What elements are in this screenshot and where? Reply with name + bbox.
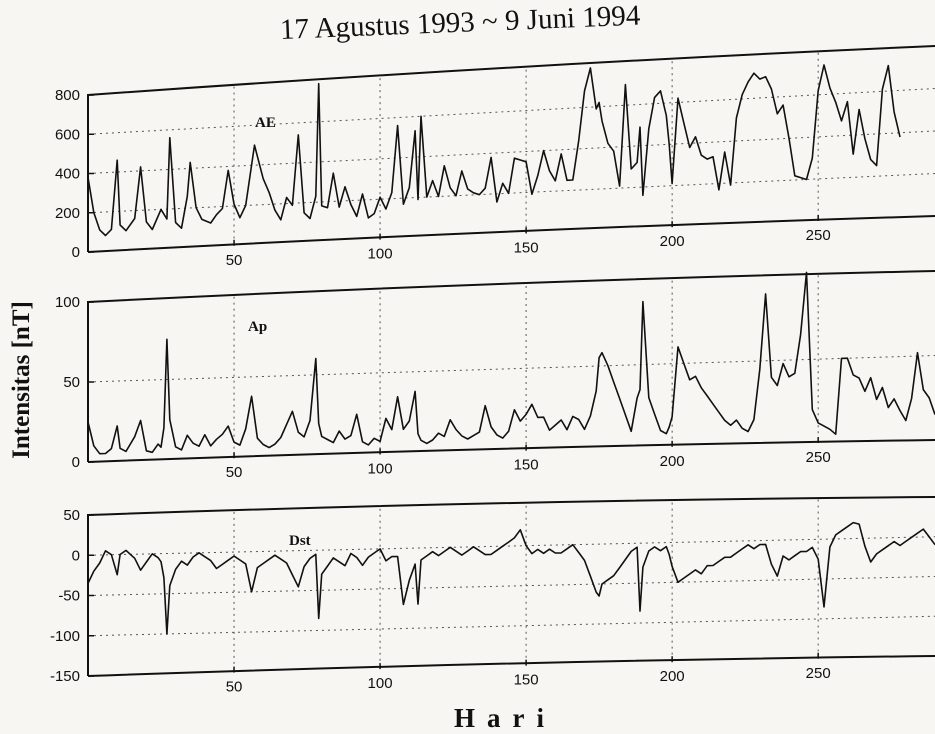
x-tick-label: 50 [226, 679, 243, 696]
grid-line-y [87, 615, 935, 637]
grid-line-y [87, 130, 935, 174]
y-tick-label: 50 [63, 507, 80, 524]
grid-line-y [87, 355, 935, 383]
y-tick-label: 400 [55, 166, 80, 183]
series-line-ap [87, 271, 935, 455]
panel-label-ap: Ap [248, 319, 267, 335]
x-tick-label: 150 [514, 672, 539, 689]
x-tick-label: 100 [368, 246, 393, 263]
x-tick-label: 250 [806, 449, 831, 466]
y-tick-label: 0 [72, 454, 80, 471]
y-axis-label: Intensitas [nT] [8, 301, 35, 459]
y-tick-label: 100 [55, 294, 80, 311]
x-tick-label: 250 [806, 227, 831, 244]
y-tick-label: 200 [55, 205, 80, 222]
series-line-dst [87, 521, 935, 635]
x-tick-label: 200 [660, 233, 685, 250]
panel-label-ae: AE [255, 115, 276, 131]
x-tick-label: 200 [660, 668, 685, 685]
grid-line-y [87, 576, 935, 596]
y-tick-label: 50 [63, 374, 80, 391]
x-axis-label: Hari [454, 703, 556, 733]
y-tick-label: 0 [72, 547, 80, 564]
panel-ae: 0 200 400 600 800 50 100 150 200 250 AE [55, 45, 935, 269]
y-tick-label: 600 [55, 126, 80, 143]
panel-frame [87, 45, 935, 253]
panel-frame [87, 496, 935, 677]
x-tick-label: 150 [514, 239, 539, 256]
series-line-ae [87, 64, 901, 237]
y-tick-label: -100 [50, 628, 80, 645]
x-tick-label: 50 [226, 464, 243, 481]
y-tick-label: 0 [72, 244, 80, 261]
panel-ap: 0 50 100 50 100 150 200 250 Ap [55, 270, 935, 481]
x-tick-label: 200 [660, 453, 685, 470]
panel-label-dst: Dst [289, 533, 311, 549]
x-tick-label: 100 [368, 460, 393, 477]
y-tick-label: 800 [55, 87, 80, 104]
x-tick-label: 250 [806, 665, 831, 682]
x-tick-label: 150 [514, 457, 539, 474]
y-tick-label: -150 [50, 668, 80, 685]
x-tick-label: 100 [368, 675, 393, 692]
grid-line-y [87, 88, 935, 135]
y-tick-label: -50 [58, 588, 80, 605]
panel-frame [87, 270, 935, 463]
x-tick-label: 50 [226, 252, 243, 269]
panel-dst: -150 -100 -50 0 50 50 100 150 200 250 Dst [50, 496, 935, 696]
